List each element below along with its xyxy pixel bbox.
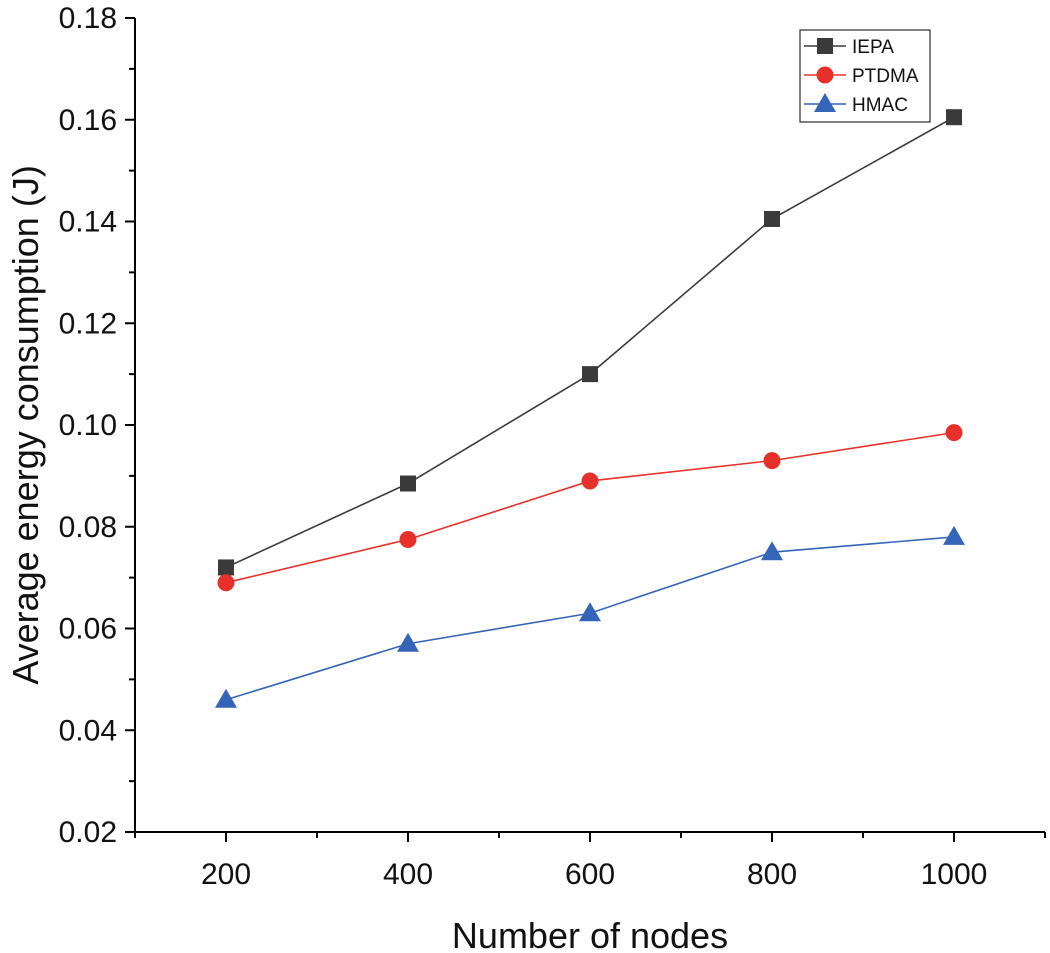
x-tick-label: 200: [201, 858, 251, 891]
legend-marker-hmac: [814, 93, 836, 112]
data-point-ptdma: [581, 472, 599, 490]
y-tick-label: 0.14: [59, 206, 117, 239]
series-ptdma: [217, 424, 963, 592]
y-tick-label: 0.18: [59, 2, 117, 35]
data-point-hmac: [943, 525, 965, 545]
data-point-iepa: [582, 366, 598, 383]
legend-marker-iepa: [817, 38, 833, 54]
data-point-ptdma: [763, 452, 781, 470]
data-point-iepa: [946, 109, 962, 126]
series-iepa: [218, 109, 962, 576]
y-axis-title: Average energy consumption (J): [5, 165, 46, 685]
series-line-iepa: [225, 116, 955, 569]
y-tick-label: 0.12: [59, 307, 117, 340]
data-point-ptdma: [945, 424, 963, 442]
y-tick-label: 0.06: [59, 613, 117, 646]
x-tick-label: 800: [747, 858, 797, 891]
data-point-iepa: [764, 210, 780, 227]
data-point-hmac: [397, 632, 419, 652]
series-line-ptdma: [225, 431, 955, 584]
data-point-ptdma: [399, 530, 417, 548]
data-point-iepa: [400, 475, 416, 492]
series-hmac: [215, 525, 965, 708]
series-layer: [215, 109, 965, 708]
x-tick-label: 600: [565, 858, 615, 891]
axes: [134, 18, 1045, 833]
y-tick-label: 0.04: [59, 714, 117, 747]
y-tick-label: 0.10: [59, 409, 117, 442]
y-tick-label: 0.08: [59, 511, 117, 544]
x-tick-label: 400: [383, 858, 433, 891]
legend: IEPA PTDMA HMAC: [799, 29, 931, 123]
data-point-ptdma: [217, 574, 235, 592]
data-point-hmac: [761, 541, 783, 561]
ticks: 0.02 0.04 0.06 0.08 0.10 0.12 0.14 0.16 0.18 200 4…: [59, 2, 1046, 891]
y-tick-label: 0.02: [59, 816, 117, 849]
x-axis-title: Number of nodes: [452, 915, 728, 953]
legend-label-ptdma: PTDMA: [852, 66, 919, 87]
x-tick-label: 1000: [921, 858, 988, 891]
y-tick-label: 0.16: [59, 104, 117, 137]
data-point-hmac: [215, 688, 237, 708]
data-point-hmac: [579, 602, 601, 622]
legend-label-iepa: IEPA: [852, 37, 894, 58]
legend-marker-ptdma: [816, 66, 834, 84]
data-point-iepa: [218, 559, 234, 576]
legend-label-hmac: HMAC: [852, 95, 908, 116]
